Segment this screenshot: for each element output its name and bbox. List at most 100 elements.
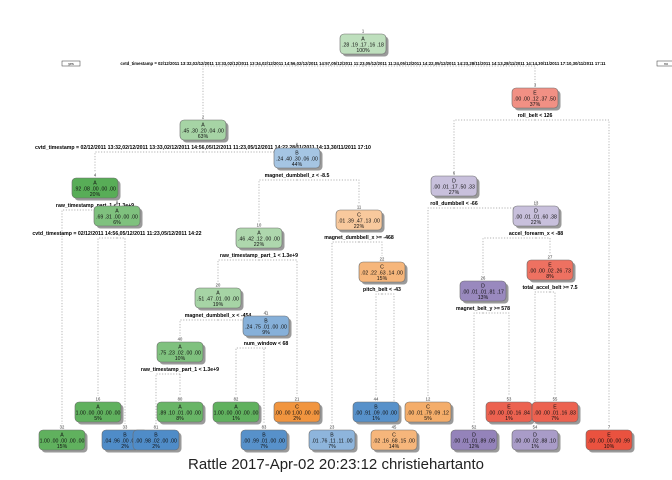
node-class: B <box>264 319 268 325</box>
node-split-label: total_accel_belt >= 7.5 <box>522 285 577 291</box>
node-pct: 1% <box>372 416 380 422</box>
node-id: 12 <box>426 397 431 402</box>
node-pct: 5% <box>424 416 432 422</box>
node-id: 32 <box>60 425 65 430</box>
node-pct: 2% <box>152 444 160 450</box>
node-box <box>212 401 260 423</box>
node-pct: 8% <box>546 274 554 280</box>
node-box <box>352 401 400 423</box>
node-class: E <box>548 263 552 269</box>
node-id: 45 <box>392 425 397 430</box>
node-probs: .89 .10 .01 .00 .00 <box>159 411 201 417</box>
tree-node-27: 27 E.00 .00 .02 .26 .738% total_accel_belt… <box>522 255 577 292</box>
node-probs: .28 .19 .17 .16 .18 <box>342 43 384 49</box>
node-pct: 1% <box>232 416 240 422</box>
node-probs: .00 .91 .09 .00 .00 <box>355 411 397 417</box>
yes-tag-box <box>61 60 81 67</box>
tree-edge-3-6 <box>453 119 535 170</box>
node-probs: .00 .01 .01 .60 .38 <box>515 215 557 221</box>
node-pct: 19% <box>213 302 224 308</box>
node-pct: 12% <box>469 444 480 450</box>
node-class: C <box>357 213 361 219</box>
node-class: D <box>533 433 537 439</box>
node-box <box>235 227 283 249</box>
tree-edge-3-7 <box>535 119 610 424</box>
node-box <box>179 119 227 141</box>
node-id: 8 <box>116 201 119 206</box>
tree-edge-41-82 <box>235 347 266 396</box>
node-probs: .24 .40 .30 .06 .00 <box>276 157 318 163</box>
node-id: 7 <box>608 425 611 430</box>
node-probs: .00 .98 .02 .00 .00 <box>135 439 177 445</box>
node-box <box>74 401 122 423</box>
node-pct: 5% <box>94 416 102 422</box>
tree-edge-26-52 <box>473 312 483 424</box>
tree-node-82: 82 A1.00 .00 .00 .00 .001% <box>212 397 262 425</box>
node-class: E <box>507 405 511 411</box>
node-class: D <box>452 179 456 185</box>
node-class: D <box>472 433 476 439</box>
node-probs: .00 .00 .12 .37 .50 <box>514 97 556 103</box>
tree-node-44: 44 B.00 .91 .09 .00 .001% <box>352 397 402 425</box>
node-split-label: raw_timestamp_part_1 < 1.3e+9 <box>220 253 298 259</box>
node-pct: 22% <box>354 224 365 230</box>
node-probs: .00 .99 .01 .00 .00 <box>243 439 285 445</box>
node-pct: 7% <box>328 444 336 450</box>
node-id: 20 <box>216 283 221 288</box>
node-probs: .00 .01 .01 .81 .17 <box>462 290 504 296</box>
node-box <box>459 280 507 302</box>
no-tag: no <box>664 62 668 66</box>
tree-edge-4-8 <box>95 200 118 211</box>
node-id: 81 <box>154 425 159 430</box>
node-box <box>273 147 321 169</box>
node-pct: 100% <box>356 48 370 54</box>
node-probs: .00 .00 .01 .16 .83 <box>534 411 576 417</box>
node-pct: 63% <box>198 134 209 140</box>
node-id: 83 <box>262 425 267 430</box>
node-id: 6 <box>453 171 456 176</box>
node-class: B <box>330 433 334 439</box>
node-split-label: magnet_dumbbell_x >= -468 <box>324 235 394 241</box>
node-class: B <box>262 433 266 439</box>
node-split-label: roll_dumbbell < -66 <box>430 201 478 207</box>
node-split-label: cvtd_timestamp = 02/12/2011 14:56,05/12/… <box>32 231 201 237</box>
tree-node-41: 41 B.24 .75 .01 .00 .009% num_window < 68 <box>242 311 292 347</box>
tree-edge-22-45 <box>382 293 395 424</box>
node-split-label: roll_belt < 126 <box>518 113 553 119</box>
node-pct: 20% <box>90 192 101 198</box>
node-pct: 44% <box>292 162 303 168</box>
node-class: A <box>178 405 182 411</box>
node-id: 54 <box>533 425 538 430</box>
node-pct: 9% <box>262 330 270 336</box>
tree-node-54: 54 D.00 .00 .02 .88 .101% <box>511 425 561 453</box>
tree-edge-27-55 <box>550 291 556 396</box>
node-id: 5 <box>296 143 299 148</box>
node-split-label: pitch_belt < -43 <box>363 287 401 293</box>
node-pct: 37% <box>530 102 541 108</box>
node-class: E <box>553 405 557 411</box>
node-pct: 13% <box>478 295 489 301</box>
node-class: A <box>178 345 182 351</box>
node-class: C <box>392 433 396 439</box>
node-pct: 1% <box>531 444 539 450</box>
node-box <box>71 177 119 199</box>
node-id: 82 <box>234 397 239 402</box>
tree-node-80: 80 A.89 .10 .01 .00 .008% <box>156 397 206 425</box>
yes-tag: yes <box>68 62 74 66</box>
node-split-label: raw_timestamp_part_1 < 1.3e+9 <box>56 203 134 209</box>
node-pct: 15% <box>57 444 68 450</box>
tree-edge-10-20 <box>217 259 259 282</box>
node-id: 1 <box>362 29 365 34</box>
node-id: 23 <box>330 425 335 430</box>
node-split-label: magnet_belt_y >= 578 <box>456 306 510 312</box>
tree-edge-1-3 <box>363 65 536 82</box>
node-id: 80 <box>178 397 183 402</box>
node-pct: 27% <box>449 190 460 196</box>
node-split-label: magnet_dumbbell_x < -454 <box>185 313 252 319</box>
